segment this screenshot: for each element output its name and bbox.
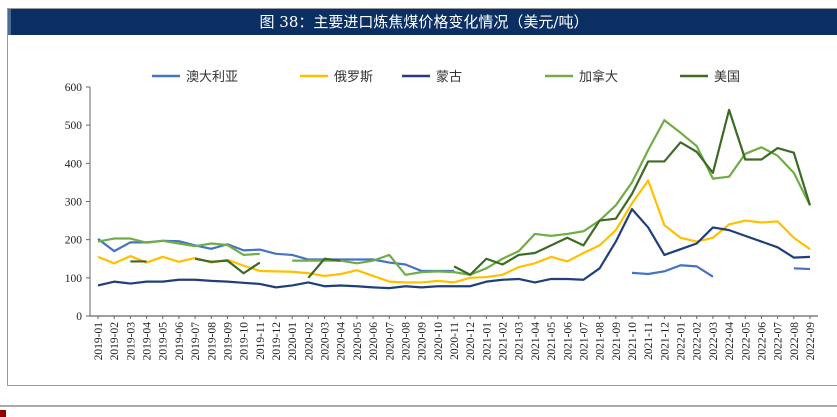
x-tick-label: 2022-04: [724, 322, 736, 361]
x-tick-label: 2021-04: [530, 322, 542, 361]
x-tick-label: 2020-10: [433, 322, 445, 361]
x-tick-label: 2019-03: [125, 322, 137, 361]
x-tick-label: 2021-02: [498, 322, 510, 361]
x-tick-label: 2021-05: [546, 322, 558, 361]
x-tick-label: 2021-12: [659, 322, 671, 361]
y-tick-label: 600: [65, 82, 83, 94]
series-line-1: [97, 238, 454, 273]
x-tick-label: 2021-09: [611, 322, 623, 361]
x-tick-label: 2019-02: [109, 322, 121, 361]
series-line-4: [292, 119, 811, 276]
y-tick-label: 0: [76, 311, 82, 323]
x-tick-label: 2019-01: [93, 322, 105, 361]
x-tick-label: 2020-06: [368, 322, 380, 361]
footer-marker: [0, 410, 6, 417]
x-tick-label: 2021-07: [578, 322, 590, 361]
x-tick-label: 2019-06: [174, 322, 186, 361]
series-line-3: [97, 208, 811, 290]
series-line-5: [453, 108, 812, 276]
x-tick-label: 2020-11: [449, 322, 461, 360]
x-tick-label: 2019-07: [190, 322, 202, 361]
series-line-1: [793, 267, 811, 271]
legend-label-3: 蒙古: [436, 70, 462, 85]
footer-divider: [0, 405, 837, 407]
x-tick-label: 2021-08: [595, 322, 607, 361]
x-tick-label: 2019-12: [271, 322, 283, 361]
legend-label-5: 美国: [714, 70, 740, 85]
legend-label-4: 加拿大: [579, 69, 618, 85]
x-tick-label: 2021-10: [627, 322, 639, 361]
x-tick-label: 2022-09: [805, 322, 817, 361]
x-tick-label: 2019-11: [255, 322, 267, 360]
series-line-4: [97, 237, 260, 257]
x-tick-label: 2021-11: [643, 322, 655, 360]
legend-label-1: 澳大利亚: [186, 69, 238, 85]
chart-frame: [7, 8, 837, 386]
series-line-1: [631, 264, 714, 278]
x-tick-label: 2020-09: [417, 322, 429, 361]
x-tick-label: 2020-04: [336, 322, 348, 361]
y-tick-label: 100: [65, 273, 83, 285]
y-tick-label: 400: [65, 158, 83, 170]
x-tick-label: 2022-06: [756, 322, 768, 361]
x-tick-label: 2022-07: [773, 322, 785, 361]
series-line-5: [194, 257, 261, 275]
x-tick-label: 2022-02: [692, 322, 704, 361]
x-tick-label: 2021-06: [562, 322, 574, 361]
x-tick-label: 2020-02: [303, 322, 315, 361]
x-tick-label: 2020-01: [287, 322, 299, 361]
x-tick-label: 2020-05: [352, 322, 364, 361]
x-tick-label: 2022-01: [676, 322, 688, 361]
legend-label-2: 俄罗斯: [334, 70, 373, 85]
x-tick-label: 2020-03: [320, 322, 332, 361]
x-tick-label: 2021-03: [514, 322, 526, 361]
x-tick-label: 2019-09: [222, 322, 234, 361]
x-tick-label: 2019-10: [239, 322, 251, 361]
x-tick-label: 2020-12: [465, 322, 477, 361]
x-tick-label: 2020-07: [384, 322, 396, 361]
x-tick-label: 2022-03: [708, 322, 720, 361]
y-tick-label: 500: [65, 120, 83, 132]
x-tick-label: 2019-08: [206, 322, 218, 361]
x-tick-label: 2022-05: [740, 322, 752, 361]
y-tick-label: 300: [65, 197, 83, 209]
series-line-5: [307, 257, 341, 279]
y-tick-label: 200: [65, 235, 83, 247]
x-tick-label: 2020-08: [400, 322, 412, 361]
x-tick-label: 2022-08: [789, 322, 801, 361]
x-tick-label: 2019-04: [142, 322, 154, 361]
x-tick-label: 2019-05: [158, 322, 170, 361]
x-tick-label: 2021-01: [481, 322, 493, 361]
chart-title: 图 38：主要进口炼焦煤价格变化情况（美元/吨）: [8, 9, 837, 35]
